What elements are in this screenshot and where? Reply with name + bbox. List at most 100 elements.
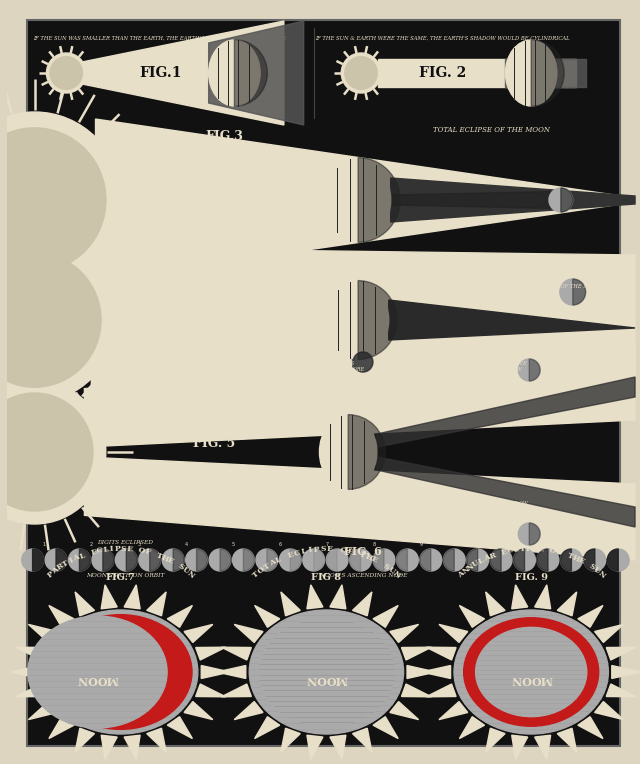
Wedge shape <box>444 549 454 571</box>
Wedge shape <box>173 549 184 571</box>
Ellipse shape <box>259 617 394 727</box>
Text: FIG. 9: FIG. 9 <box>515 573 548 582</box>
Text: T: T <box>156 551 163 561</box>
Polygon shape <box>439 624 468 643</box>
Circle shape <box>561 549 582 571</box>
Circle shape <box>232 549 254 571</box>
Ellipse shape <box>49 615 192 730</box>
Wedge shape <box>314 549 324 571</box>
Wedge shape <box>349 549 360 571</box>
Circle shape <box>68 549 90 571</box>
Text: 9: 9 <box>420 542 423 547</box>
Text: PARTIAL ECLIPSE OF THE MOON: PARTIAL ECLIPSE OF THE MOON <box>509 284 602 289</box>
Ellipse shape <box>476 627 587 717</box>
Text: N: N <box>461 565 471 576</box>
Polygon shape <box>92 248 635 392</box>
Circle shape <box>0 380 106 524</box>
Polygon shape <box>390 192 550 209</box>
Ellipse shape <box>44 610 198 734</box>
Polygon shape <box>460 605 484 627</box>
Wedge shape <box>584 549 595 571</box>
Text: P: P <box>115 545 121 553</box>
Text: 11: 11 <box>513 542 519 547</box>
Polygon shape <box>281 592 300 616</box>
Text: MOON: MOON <box>77 675 118 685</box>
Text: P: P <box>45 569 55 579</box>
Ellipse shape <box>454 610 609 734</box>
Circle shape <box>163 549 184 571</box>
Circle shape <box>607 549 629 571</box>
Polygon shape <box>512 585 528 609</box>
Text: NEW MOON: NEW MOON <box>199 291 240 296</box>
Polygon shape <box>167 717 193 739</box>
Polygon shape <box>439 701 468 720</box>
Circle shape <box>584 549 605 571</box>
Text: FIG. 4: FIG. 4 <box>198 270 241 283</box>
Polygon shape <box>28 624 57 643</box>
Circle shape <box>0 238 116 402</box>
Circle shape <box>444 549 465 571</box>
Polygon shape <box>184 701 213 720</box>
Circle shape <box>349 549 371 571</box>
Circle shape <box>560 279 586 305</box>
Wedge shape <box>514 549 525 571</box>
Text: A: A <box>51 565 60 575</box>
Polygon shape <box>201 665 230 678</box>
Text: I: I <box>109 545 114 553</box>
Polygon shape <box>82 21 284 125</box>
Text: H: H <box>571 553 580 563</box>
Polygon shape <box>209 21 303 125</box>
Text: E: E <box>166 556 175 566</box>
Wedge shape <box>573 279 586 305</box>
Polygon shape <box>196 684 226 697</box>
Text: C: C <box>293 548 301 558</box>
Text: S: S <box>531 545 537 553</box>
Wedge shape <box>196 549 207 571</box>
Polygon shape <box>557 592 577 616</box>
Text: O: O <box>138 546 146 555</box>
Circle shape <box>353 352 373 372</box>
Polygon shape <box>377 457 635 527</box>
Polygon shape <box>101 735 117 759</box>
Text: L: L <box>513 545 519 554</box>
Polygon shape <box>534 585 550 609</box>
Text: L: L <box>477 556 486 565</box>
Ellipse shape <box>325 158 390 242</box>
Text: U: U <box>591 565 602 576</box>
Text: R: R <box>56 562 65 572</box>
Circle shape <box>256 549 278 571</box>
Text: FIG. 2: FIG. 2 <box>419 66 466 80</box>
Text: MOON'S PATH ON ORBIT: MOON'S PATH ON ORBIT <box>86 573 164 578</box>
Polygon shape <box>557 728 577 752</box>
Text: DIGITS ECLIPSED: DIGITS ECLIPSED <box>97 540 154 545</box>
Polygon shape <box>49 605 74 627</box>
Wedge shape <box>358 157 400 242</box>
Polygon shape <box>221 647 252 660</box>
Circle shape <box>345 57 377 89</box>
Text: THE MOON PASSES BELOW
THE EARTH'S SHADOW
NO ECLIPSE: THE MOON PASSES BELOW THE EARTH'S SHADOW… <box>456 501 527 518</box>
Text: EARTH'S SHADOW 600,000 MILES LONG: EARTH'S SHADOW 600,000 MILES LONG <box>462 264 580 269</box>
Text: N: N <box>596 569 607 580</box>
Polygon shape <box>390 624 419 643</box>
Circle shape <box>518 523 540 545</box>
Text: E: E <box>370 555 379 565</box>
Circle shape <box>397 549 419 571</box>
Polygon shape <box>595 624 623 643</box>
Text: S: S <box>177 562 186 572</box>
Text: 13: 13 <box>607 542 614 547</box>
Text: E: E <box>287 550 295 559</box>
Text: N: N <box>466 562 476 572</box>
Wedge shape <box>607 549 618 571</box>
Wedge shape <box>234 40 268 106</box>
Polygon shape <box>234 624 263 643</box>
Wedge shape <box>243 549 254 571</box>
Ellipse shape <box>319 415 377 489</box>
Circle shape <box>549 188 573 212</box>
Circle shape <box>341 53 381 93</box>
Polygon shape <box>75 728 95 752</box>
Polygon shape <box>377 377 635 447</box>
Polygon shape <box>75 592 95 616</box>
Text: FIG.1: FIG.1 <box>139 66 182 80</box>
Polygon shape <box>28 701 57 720</box>
Text: THE MOON PASSES ABOVE
THE EARTH'S SHADOW
NO ECLIPSE: THE MOON PASSES ABOVE THE EARTH'S SHADOW… <box>456 361 527 378</box>
